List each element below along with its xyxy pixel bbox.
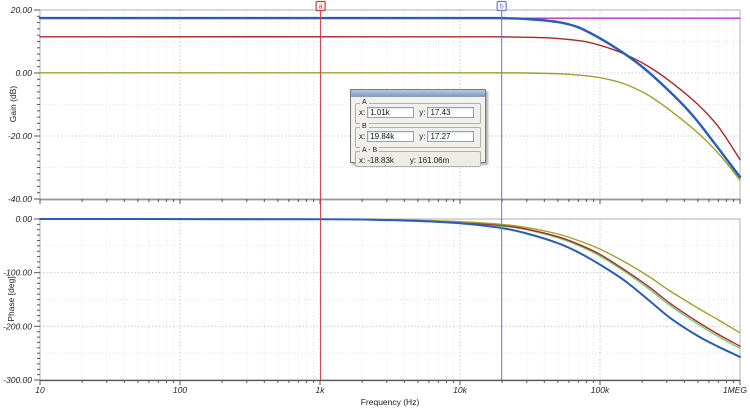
svg-text:1MEG: 1MEG: [723, 385, 747, 395]
svg-text:0.00: 0.00: [15, 214, 32, 224]
phase-major-grid: [40, 219, 740, 380]
cursor-diff-x-value: -18.83k: [367, 156, 394, 165]
cursor-diff-y-label: y:: [409, 156, 417, 165]
cursor-diff-y-value: 161.06m: [418, 156, 450, 165]
panel-titlebar[interactable]: [351, 90, 485, 97]
svg-text:100: 100: [173, 385, 187, 395]
cursor-a-group-label: A: [360, 99, 369, 106]
cursor-b-handle[interactable]: [496, 0, 507, 12]
gain-y-ticks: [34, 9, 40, 200]
phase-axis-title: Phase [deg]: [6, 276, 16, 322]
cursor-diff-group-label: A - B: [360, 147, 380, 154]
cursor-b[interactable]: b: [496, 0, 507, 381]
svg-text:-100.00: -100.00: [3, 268, 32, 278]
gain-series-blue: [38, 16, 742, 179]
cursor-b-x-input[interactable]: [367, 131, 415, 142]
svg-text:10: 10: [35, 385, 45, 395]
cursor-a-x-label: x:: [359, 108, 366, 117]
svg-text:-20.00: -20.00: [8, 131, 32, 141]
cursor-diff-group: A - B x: -18.83k y: 161.06m: [355, 147, 481, 167]
frequency-axis-title: Frequency (Hz): [360, 397, 420, 407]
svg-text:100k: 100k: [591, 385, 610, 395]
phase-series-blue: [39, 218, 741, 358]
svg-text:-200.00: -200.00: [3, 321, 32, 331]
cursor-measurement-panel[interactable]: A x: y: B x: y: A - B: [350, 89, 486, 167]
svg-text:1k: 1k: [316, 385, 326, 395]
cursor-a-group: A x: y:: [355, 99, 481, 124]
phase-minor-hgrid: [40, 245, 740, 354]
phase-x-ticks: [39, 380, 741, 385]
cursor-a-handle[interactable]: [315, 0, 326, 12]
gain-series-olive: [39, 72, 741, 181]
svg-text:10k: 10k: [453, 385, 467, 395]
svg-text:-40.00: -40.00: [8, 194, 32, 204]
phase-series-olive: [39, 218, 741, 334]
phase-y-ticks: [34, 218, 40, 381]
cursor-a-y-label: y:: [419, 108, 426, 117]
svg-text:b: b: [500, 4, 504, 11]
phase-series-green: [39, 218, 741, 349]
gain-x-ticks: [39, 199, 741, 204]
cursor-b-group-label: B: [360, 123, 369, 130]
gain-series: [38, 16, 742, 181]
cursor-a[interactable]: a: [315, 0, 326, 381]
svg-text:a: a: [319, 4, 323, 11]
cursor-a-x-input[interactable]: [367, 107, 415, 118]
gain-series-red: [39, 36, 741, 161]
cursor-b-group: B x: y:: [355, 123, 481, 148]
gain-axis-title: Gain (dB): [8, 85, 18, 123]
svg-text:20.00: 20.00: [10, 5, 33, 15]
cursor-b-y-input[interactable]: [427, 131, 475, 142]
svg-text:0.00: 0.00: [15, 68, 32, 78]
cursor-a-y-input[interactable]: [427, 107, 475, 118]
phase-series-red: [39, 218, 741, 347]
cursor-b-y-label: y:: [419, 132, 426, 141]
cursor-b-x-label: x:: [359, 132, 366, 141]
svg-text:-300.00: -300.00: [3, 375, 32, 385]
cursor-diff-x-label: x:: [359, 156, 366, 165]
phase-series: [39, 218, 741, 358]
